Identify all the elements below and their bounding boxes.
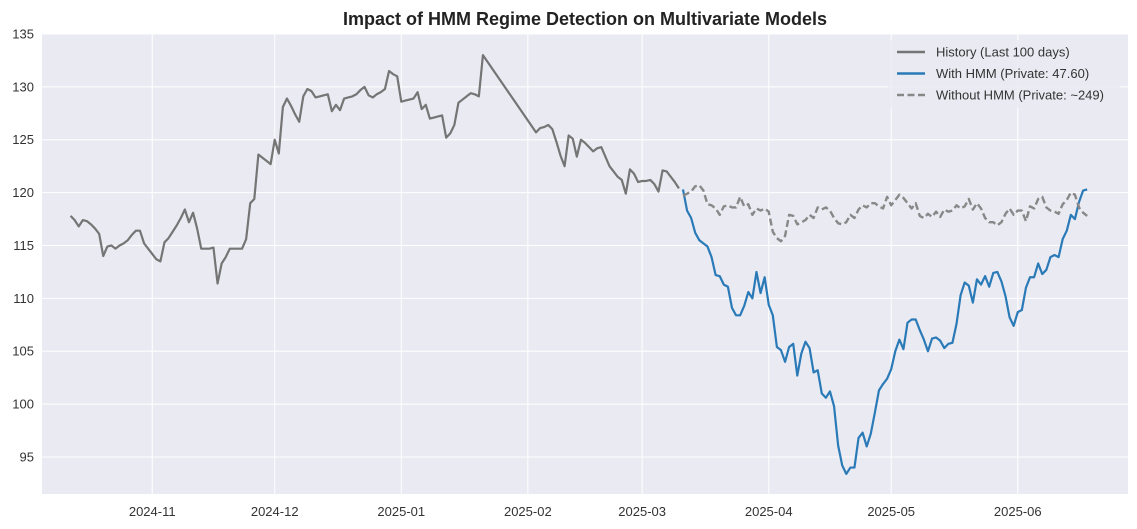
y-tick-label: 125 [12,132,34,147]
x-tick-label: 2024-11 [129,504,176,519]
series-line-3 [682,184,1088,243]
legend: History (Last 100 days) With HMM (Private… [888,40,1120,108]
y-tick-label: 115 [13,238,34,253]
x-tick-label: 2025-02 [504,504,552,519]
x-tick-label: 2025-05 [867,504,915,519]
legend-label-3: Without HMM (Private: ~249) [936,88,1104,103]
series-lines [69,54,1088,476]
y-tick-label: 100 [12,397,34,412]
grid [42,33,1128,494]
legend-label-2: With HMM (Private: 47.60) [936,66,1089,81]
series-line-1 [69,54,680,285]
x-axis-ticks: 2024-11 2024-12 2025-01 2025-02 2025-03 2025-… [129,504,1042,519]
x-tick-label: 2025-01 [377,504,425,519]
series-line-2 [681,188,1088,476]
plot-background [42,34,1128,494]
y-axis-ticks: 95 100 105 110 115 120 125 130 135 [12,27,34,465]
x-tick-label: 2025-03 [618,504,666,519]
y-tick-label: 105 [12,344,34,359]
x-tick-label: 2024-12 [251,504,299,519]
legend-box [888,40,1120,108]
y-tick-label: 110 [13,291,34,306]
y-tick-label: 135 [12,27,34,42]
x-tick-label: 2025-06 [994,504,1042,519]
x-tick-label: 2025-04 [745,504,793,519]
y-tick-label: 130 [12,79,34,94]
y-tick-label: 120 [12,185,34,200]
legend-label-1: History (Last 100 days) [936,45,1070,60]
y-tick-label: 95 [20,449,34,464]
chart-title: Impact of HMM Regime Detection on Multiv… [343,9,827,29]
